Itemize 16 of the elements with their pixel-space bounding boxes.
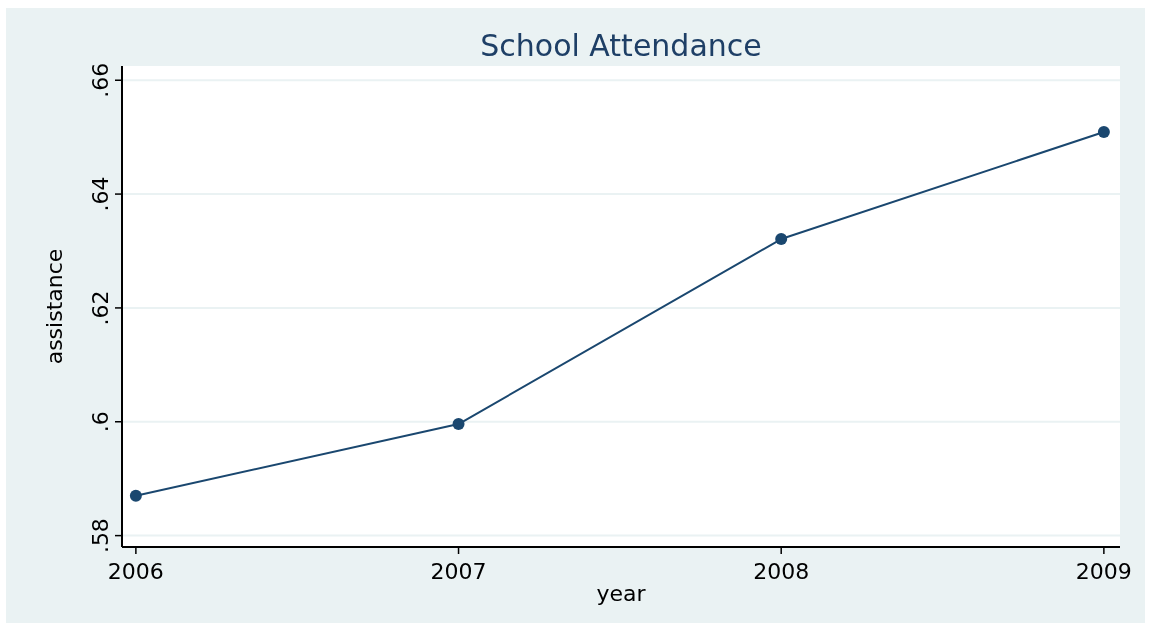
y-tick-label: .62 (88, 290, 113, 326)
y-tick-label: .66 (88, 62, 113, 98)
y-axis-title: assistance (42, 248, 67, 365)
y-tick-label: .64 (88, 176, 113, 212)
x-tick-label: 2008 (753, 559, 810, 584)
point (775, 233, 788, 246)
y-tick-label: .58 (88, 518, 113, 554)
x-axis-title: year (596, 581, 647, 606)
x-tick-label: 2009 (1075, 559, 1132, 584)
y-tick-label: .6 (88, 411, 113, 433)
chart-title: School Attendance (480, 28, 762, 63)
x-tick-label: 2006 (107, 559, 164, 584)
point (129, 489, 142, 502)
point (1097, 126, 1110, 139)
x-tick-label: 2007 (430, 559, 487, 584)
point (452, 418, 465, 431)
